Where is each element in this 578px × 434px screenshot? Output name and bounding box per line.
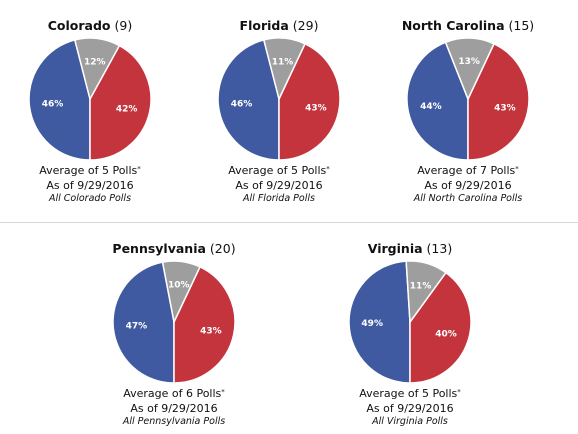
footnote-mark: *: [515, 165, 519, 173]
pie-slice-blue-label: 49%: [361, 319, 383, 329]
poll-card-north-carolina: North Carolina (15) 44% 43% 13% Average of…: [383, 18, 553, 205]
pie-slice-blue: [112, 261, 175, 384]
pie-slice-red-label: 42%: [116, 104, 138, 114]
poll-average: Average of 7 Polls*: [383, 164, 553, 178]
pie-chart-north-carolina: 44% 43% 13%: [406, 37, 530, 161]
pie-slice-blue-label: 47%: [126, 322, 148, 332]
poll-date: As of 9/29/2016: [424, 179, 512, 192]
poll-average-text: Average of 7 Polls: [417, 164, 516, 177]
poll-card-florida: Florida (29) 46% 43% 11% Average of 5 Poll…: [194, 18, 364, 205]
footnote-mark: *: [221, 388, 225, 396]
footnote-mark: *: [137, 165, 141, 173]
pie-slice-red-label: 43%: [305, 103, 327, 113]
pie-chart-virginia: 49% 40% 11%: [348, 260, 472, 384]
pie-slice-blue: [217, 39, 280, 161]
state-name: Colorado: [47, 18, 111, 33]
pie-chart-pennsylvania: 47% 43% 10%: [112, 260, 236, 384]
state-title: Virginia (13): [325, 241, 495, 256]
pie-slice-red-label: 40%: [435, 330, 457, 340]
poll-average: Average of 6 Polls*: [89, 387, 259, 401]
pie-slice-gray: [73, 37, 121, 102]
pie-slice-gray: [444, 37, 495, 101]
state-name: Virginia: [367, 241, 423, 256]
all-polls-link[interactable]: All North Carolina Polls: [413, 193, 523, 204]
state-name: Florida: [239, 18, 289, 33]
pie-slice-gray: [161, 260, 201, 325]
poll-average-text: Average of 6 Polls: [123, 387, 222, 400]
state-name: North Carolina: [401, 18, 505, 33]
pie-slice-blue-label: 46%: [231, 100, 253, 110]
pie-slice-red: [173, 265, 236, 384]
pie-slice-red-label: 43%: [494, 103, 516, 113]
poll-card-virginia: Virginia (13) 49% 40% 11% Average of 5 Pol…: [325, 241, 495, 428]
poll-average-text: Average of 5 Polls: [228, 164, 327, 177]
pie-slice-blue-label: 44%: [420, 102, 442, 112]
poll-date: As of 9/29/2016: [46, 179, 134, 192]
poll-card-pennsylvania: Pennsylvania (20) 47% 43% 10% Average of 6…: [89, 241, 259, 428]
electoral-votes: (9): [114, 18, 133, 33]
poll-average: Average of 5 Polls*: [194, 164, 364, 178]
all-polls-link[interactable]: All Florida Polls: [243, 193, 315, 204]
poll-date: As of 9/29/2016: [130, 402, 218, 415]
pie-slice-gray: [405, 260, 447, 325]
pie-slice-gray-label: 13%: [458, 57, 480, 67]
poll-average-text: Average of 5 Polls: [39, 164, 138, 177]
all-polls-link[interactable]: All Colorado Polls: [48, 193, 132, 204]
pie-slice-red: [89, 44, 152, 161]
pie-slice-gray-label: 11%: [410, 282, 432, 292]
pie-slice-gray-label: 12%: [84, 57, 106, 67]
pie-slice-gray-label: 11%: [272, 57, 294, 67]
state-title: Colorado (9): [5, 18, 175, 33]
poll-date: As of 9/29/2016: [235, 179, 323, 192]
pie-slice-red: [409, 271, 472, 384]
pie-slice-gray-label: 10%: [168, 280, 190, 290]
state-title: Florida (29): [194, 18, 364, 33]
pie-slice-blue: [348, 260, 411, 384]
row-divider: [0, 222, 578, 223]
footnote-mark: *: [326, 165, 330, 173]
pie-slice-blue: [406, 41, 469, 161]
poll-date: As of 9/29/2016: [366, 402, 454, 415]
pie-slice-red: [278, 42, 341, 161]
pie-slice-blue: [28, 39, 91, 161]
poll-average: Average of 5 Polls*: [5, 164, 175, 178]
poll-average: Average of 5 Polls*: [325, 387, 495, 401]
all-polls-link[interactable]: All Virginia Polls: [372, 416, 448, 427]
electoral-votes: (15): [508, 18, 535, 33]
all-polls-link[interactable]: All Pennsylvania Polls: [122, 416, 226, 427]
state-title: Pennsylvania (20): [89, 241, 259, 256]
electoral-votes: (20): [209, 241, 236, 256]
pie-slice-gray: [262, 37, 306, 102]
footnote-mark: *: [457, 388, 461, 396]
poll-average-text: Average of 5 Polls: [359, 387, 458, 400]
state-name: Pennsylvania: [112, 241, 206, 256]
pie-slice-red-label: 43%: [200, 326, 222, 336]
electoral-votes: (29): [292, 18, 319, 33]
poll-card-colorado: Colorado (9) 46% 42% 12% Average of 5 Poll…: [5, 18, 175, 205]
pie-slice-blue-label: 46%: [42, 100, 64, 110]
pie-chart-florida: 46% 43% 11%: [217, 37, 341, 161]
pie-chart-colorado: 46% 42% 12%: [28, 37, 152, 161]
state-title: North Carolina (15): [383, 18, 553, 33]
pie-slice-red: [467, 42, 530, 161]
electoral-votes: (13): [426, 241, 453, 256]
